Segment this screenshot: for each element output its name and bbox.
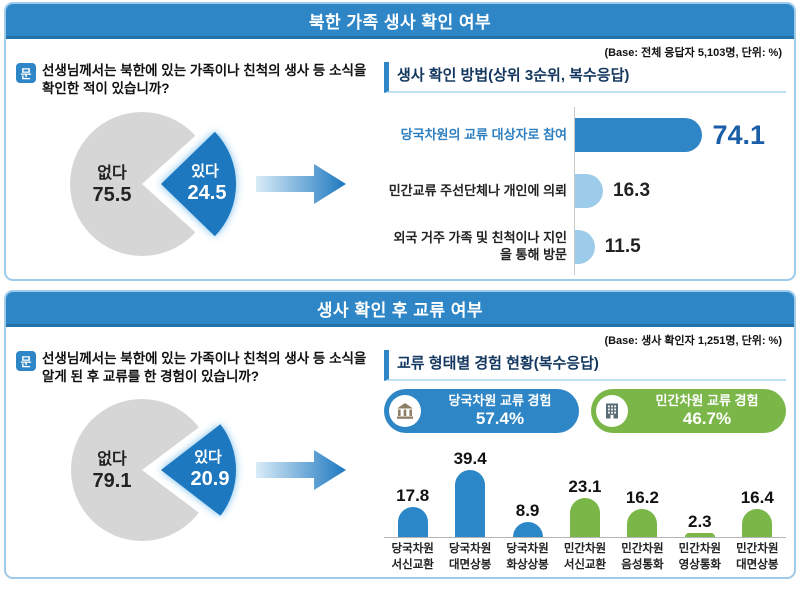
pie-slice-yes bbox=[161, 132, 237, 237]
hbar-bar bbox=[575, 230, 595, 264]
badge-label: 민간차원 교류 경험 bbox=[655, 392, 759, 408]
badge-label: 당국차원 교류 경험 bbox=[448, 392, 552, 408]
badge-civilian: 민간차원 교류 경험 46.7% bbox=[591, 389, 786, 433]
hbar-bar bbox=[575, 118, 703, 152]
hbar-chart: 당국차원의 교류 대상자로 참여 74.1 민간교류 주선단체나 개인에 의뢰 … bbox=[384, 107, 786, 275]
pie-no-value: 79.1 bbox=[93, 470, 132, 492]
vbar-bar bbox=[684, 533, 715, 537]
pie-yes-label: 있다 bbox=[194, 448, 222, 466]
hbar-value: 74.1 bbox=[712, 119, 765, 150]
infographic: 북한 가족 생사 확인 여부 (Base: 전체 응답자 5,103명, 단위:… bbox=[4, 0, 796, 580]
vbar-chart: 17.8 39.4 8.9 23.1 16.2 2.3 16.4 bbox=[384, 441, 786, 538]
badge-government: 당국차원 교류 경험 57.4% bbox=[384, 389, 579, 433]
vbar-labels: 당국차원 서신교환 당국차원 대면상봉 당국차원 화상상봉 민간차원 서신교환 민간차원… bbox=[384, 542, 786, 573]
panel2-question: 문 선생님께서는 북한에 있는 가족이나 친척의 생사 등 소식을 알게 된 후… bbox=[12, 348, 380, 386]
right-arrow-icon bbox=[256, 164, 346, 205]
panel2-body: (Base: 생사 확인자 1,251명, 단위: %) 문 선생님께서는 북한… bbox=[6, 327, 794, 577]
vbar-col: 39.4 bbox=[441, 449, 498, 537]
hbar-label: 민간교류 주선단체나 개인에 의뢰 bbox=[388, 182, 567, 198]
panel-exchange-after-check: 생사 확인 후 교류 여부 (Base: 생사 확인자 1,251명, 단위: … bbox=[4, 290, 796, 580]
hbar-row: 외국 거주 가족 및 친척이나 지인을 통해 방문 11.5 bbox=[384, 219, 786, 275]
pie-yes-value: 24.5 bbox=[188, 182, 227, 204]
hbar-bar bbox=[575, 174, 604, 208]
vbar-label: 민간차원 영상통화 bbox=[678, 543, 721, 571]
pie-chart-exchange: 없다 79.1 있다 20.9 bbox=[71, 399, 237, 542]
pie-yes-label: 있다 bbox=[191, 162, 219, 180]
pie-yes-value: 20.9 bbox=[191, 468, 230, 490]
vbar-label: 당국차원 대면상봉 bbox=[448, 543, 492, 571]
panel2-left: 문 선생님께서는 북한에 있는 가족이나 친척의 생사 등 소식을 알게 된 후… bbox=[12, 348, 380, 573]
hbar-label: 당국차원의 교류 대상자로 참여 bbox=[400, 126, 567, 142]
vbar-label: 민간차원 음성통화 bbox=[621, 543, 664, 571]
vbar-col: 16.4 bbox=[729, 488, 786, 537]
panel1-right: 생사 확인 방법(상위 3순위, 복수응답) 당국차원의 교류 대상자로 참여 … bbox=[380, 60, 786, 275]
government-building-icon bbox=[389, 395, 421, 427]
vbar-bar bbox=[512, 521, 543, 537]
hbar-value: 16.3 bbox=[613, 180, 651, 201]
panel1-question-text: 선생님께서는 북한에 있는 가족이나 친척의 생사 등 소식을 확인한 적이 있… bbox=[42, 63, 367, 97]
panel1-title: 북한 가족 생사 확인 여부 bbox=[6, 4, 794, 39]
vbar-value: 39.4 bbox=[453, 449, 487, 469]
question-icon: 문 bbox=[16, 351, 36, 371]
vbar-col: 23.1 bbox=[556, 477, 613, 537]
vbar-value: 17.8 bbox=[396, 485, 430, 505]
vbar-value: 2.3 bbox=[688, 512, 712, 532]
vbar-col: 8.9 bbox=[499, 501, 556, 537]
vbar-label: 민간차원 서신교환 bbox=[563, 543, 607, 571]
vbar-label: 당국차원 서신교환 bbox=[391, 543, 434, 571]
vbar-bar bbox=[455, 470, 486, 537]
vbar-bar bbox=[627, 509, 658, 537]
panel2-section-title: 교류 형태별 경험 현황(복수응답) bbox=[384, 350, 786, 381]
badge-value: 57.4% bbox=[475, 408, 525, 428]
panel2-base-note: (Base: 생사 확인자 1,251명, 단위: %) bbox=[604, 335, 782, 347]
badge-value: 46.7% bbox=[682, 408, 732, 428]
vbar-bar bbox=[569, 497, 600, 537]
panel1-section-title: 생사 확인 방법(상위 3순위, 복수응답) bbox=[384, 62, 786, 93]
panel-survival-check: 북한 가족 생사 확인 여부 (Base: 전체 응답자 5,103명, 단위:… bbox=[4, 2, 796, 281]
pie-no-value: 75.5 bbox=[93, 184, 132, 206]
panel1-left: 문 선생님께서는 북한에 있는 가족이나 친척의 생사 등 소식을 확인한 적이… bbox=[12, 60, 380, 275]
panel2-question-text: 선생님께서는 북한에 있는 가족이나 친척의 생사 등 소식을 알게 된 후 교… bbox=[42, 351, 367, 385]
vbar-col: 2.3 bbox=[671, 512, 728, 537]
badge-row: 당국차원 교류 경험 57.4% bbox=[384, 389, 786, 433]
pie-slice-yes bbox=[161, 424, 237, 517]
hbar-row: 민간교류 주선단체나 개인에 의뢰 16.3 bbox=[384, 163, 786, 219]
pie-no-label: 없다 bbox=[97, 450, 127, 468]
vbar-value: 16.2 bbox=[625, 488, 659, 508]
vbar-value: 23.1 bbox=[568, 476, 602, 496]
panel2-right: 교류 형태별 경험 현황(복수응답) bbox=[380, 348, 786, 573]
vbar-value: 8.9 bbox=[515, 500, 540, 520]
panel2-title: 생사 확인 후 교류 여부 bbox=[6, 292, 794, 327]
hbar-value: 11.5 bbox=[604, 236, 641, 257]
vbar-col: 16.2 bbox=[614, 488, 671, 537]
question-icon: 문 bbox=[16, 63, 36, 83]
panel1-body: (Base: 전체 응답자 5,103명, 단위: %) 문 선생님께서는 북한… bbox=[6, 39, 794, 279]
right-arrow-icon bbox=[256, 450, 346, 491]
vbar-label: 민간차원 대면상봉 bbox=[736, 543, 779, 571]
hbar-row: 당국차원의 교류 대상자로 참여 74.1 bbox=[384, 107, 786, 163]
pie-no-label: 없다 bbox=[97, 164, 127, 182]
vbar-bar bbox=[742, 509, 773, 537]
vbar-value: 16.4 bbox=[740, 488, 774, 508]
panel1-base-note: (Base: 전체 응답자 5,103명, 단위: %) bbox=[604, 47, 782, 59]
vbar-bar bbox=[397, 506, 428, 537]
pie-chart-survival: 없다 75.5 있다 24.5 bbox=[70, 108, 237, 261]
vbar-label: 당국차원 화상상봉 bbox=[506, 543, 549, 571]
panel1-question: 문 선생님께서는 북한에 있는 가족이나 친척의 생사 등 소식을 확인한 적이… bbox=[12, 60, 380, 98]
apartment-building-icon bbox=[596, 395, 628, 427]
hbar-label: 외국 거주 가족 및 친척이나 지인을 통해 방문 bbox=[393, 230, 567, 262]
vbar-col: 17.8 bbox=[384, 486, 441, 537]
